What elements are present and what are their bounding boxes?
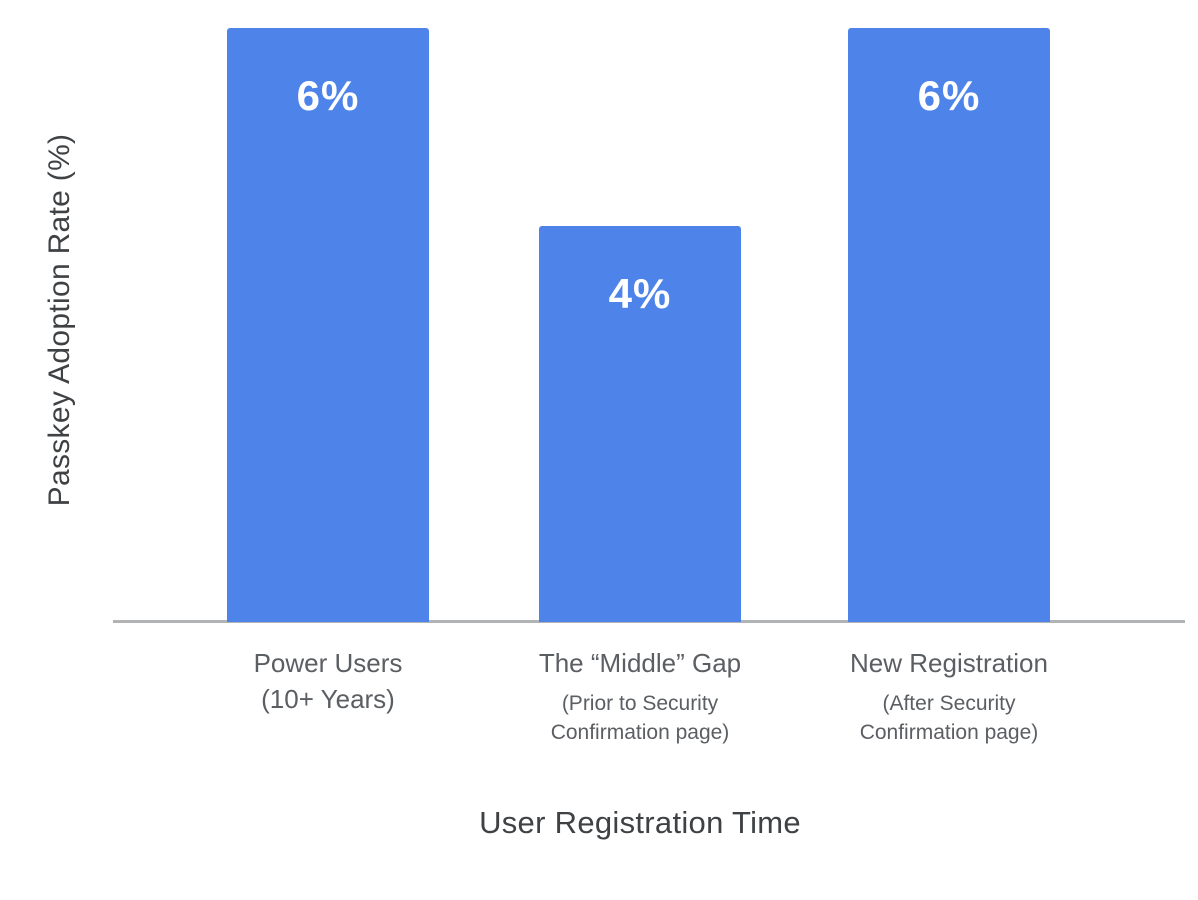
bar-value-label: 6% xyxy=(296,72,360,119)
x-axis-title: User Registration Time xyxy=(479,805,801,840)
x-tick-middle-gap: The “Middle” Gap (Prior to Security Conf… xyxy=(539,645,741,747)
x-tick-sublabel: (10+ Years) xyxy=(261,684,395,714)
bar-middle-gap: 4% xyxy=(539,226,741,622)
x-tick-sublabel: (Prior to Security Confirmation page) xyxy=(550,692,730,744)
bar-new-registration: 6% xyxy=(848,28,1050,622)
x-tick-power-users: Power Users (10+ Years) xyxy=(254,645,403,717)
x-tick-new-registration: New Registration (After Security Confirm… xyxy=(850,645,1048,747)
x-tick-label: New Registration xyxy=(850,648,1048,678)
bar-power-users: 6% xyxy=(227,28,429,622)
x-tick-label: The “Middle” Gap xyxy=(538,648,742,678)
x-tick-label: Power Users xyxy=(253,648,403,678)
x-tick-sublabel: (After Security Confirmation page) xyxy=(859,692,1039,744)
bar-value-label: 4% xyxy=(608,270,672,317)
y-axis-label: Passkey Adoption Rate (%) xyxy=(43,133,76,507)
bar-value-label: 6% xyxy=(917,72,981,119)
